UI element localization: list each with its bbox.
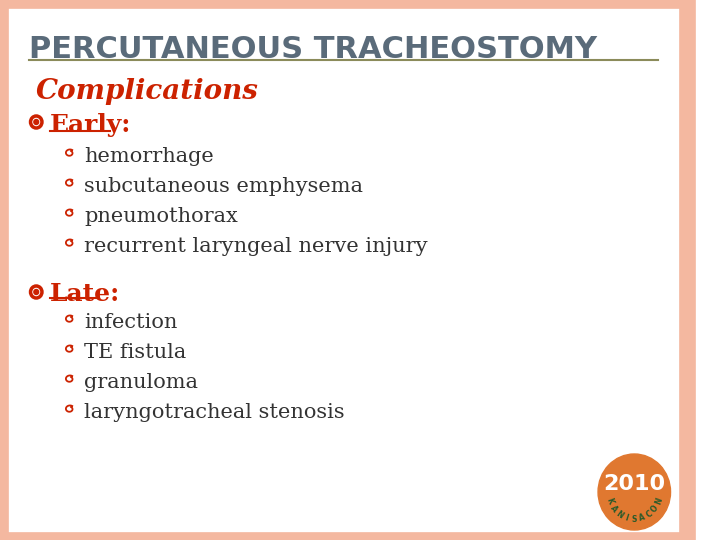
Text: PERCUTANEOUS TRACHEOSTOMY: PERCUTANEOUS TRACHEOSTOMY bbox=[29, 35, 597, 64]
Text: infection: infection bbox=[84, 313, 177, 332]
Circle shape bbox=[34, 289, 39, 294]
Text: TE fistula: TE fistula bbox=[84, 343, 186, 362]
Text: 2010: 2010 bbox=[603, 474, 665, 494]
Circle shape bbox=[34, 119, 39, 125]
Text: N: N bbox=[614, 509, 624, 520]
Text: Complications: Complications bbox=[36, 78, 259, 105]
Text: S: S bbox=[631, 515, 637, 524]
Text: K: K bbox=[605, 497, 615, 505]
Text: N: N bbox=[654, 497, 664, 506]
Text: C: C bbox=[644, 509, 654, 519]
Text: subcutaneous emphysema: subcutaneous emphysema bbox=[84, 177, 363, 196]
Text: O: O bbox=[649, 503, 660, 514]
Text: A: A bbox=[608, 504, 619, 514]
Text: recurrent laryngeal nerve injury: recurrent laryngeal nerve injury bbox=[84, 237, 428, 256]
Text: Late:: Late: bbox=[50, 282, 120, 306]
Text: hemorrhage: hemorrhage bbox=[84, 147, 214, 166]
Text: granuloma: granuloma bbox=[84, 373, 198, 392]
Circle shape bbox=[598, 454, 670, 530]
Text: Early:: Early: bbox=[50, 113, 131, 137]
Text: laryngotracheal stenosis: laryngotracheal stenosis bbox=[84, 403, 345, 422]
Text: A: A bbox=[638, 513, 647, 523]
Text: I: I bbox=[624, 514, 629, 523]
Text: pneumothorax: pneumothorax bbox=[84, 207, 238, 226]
